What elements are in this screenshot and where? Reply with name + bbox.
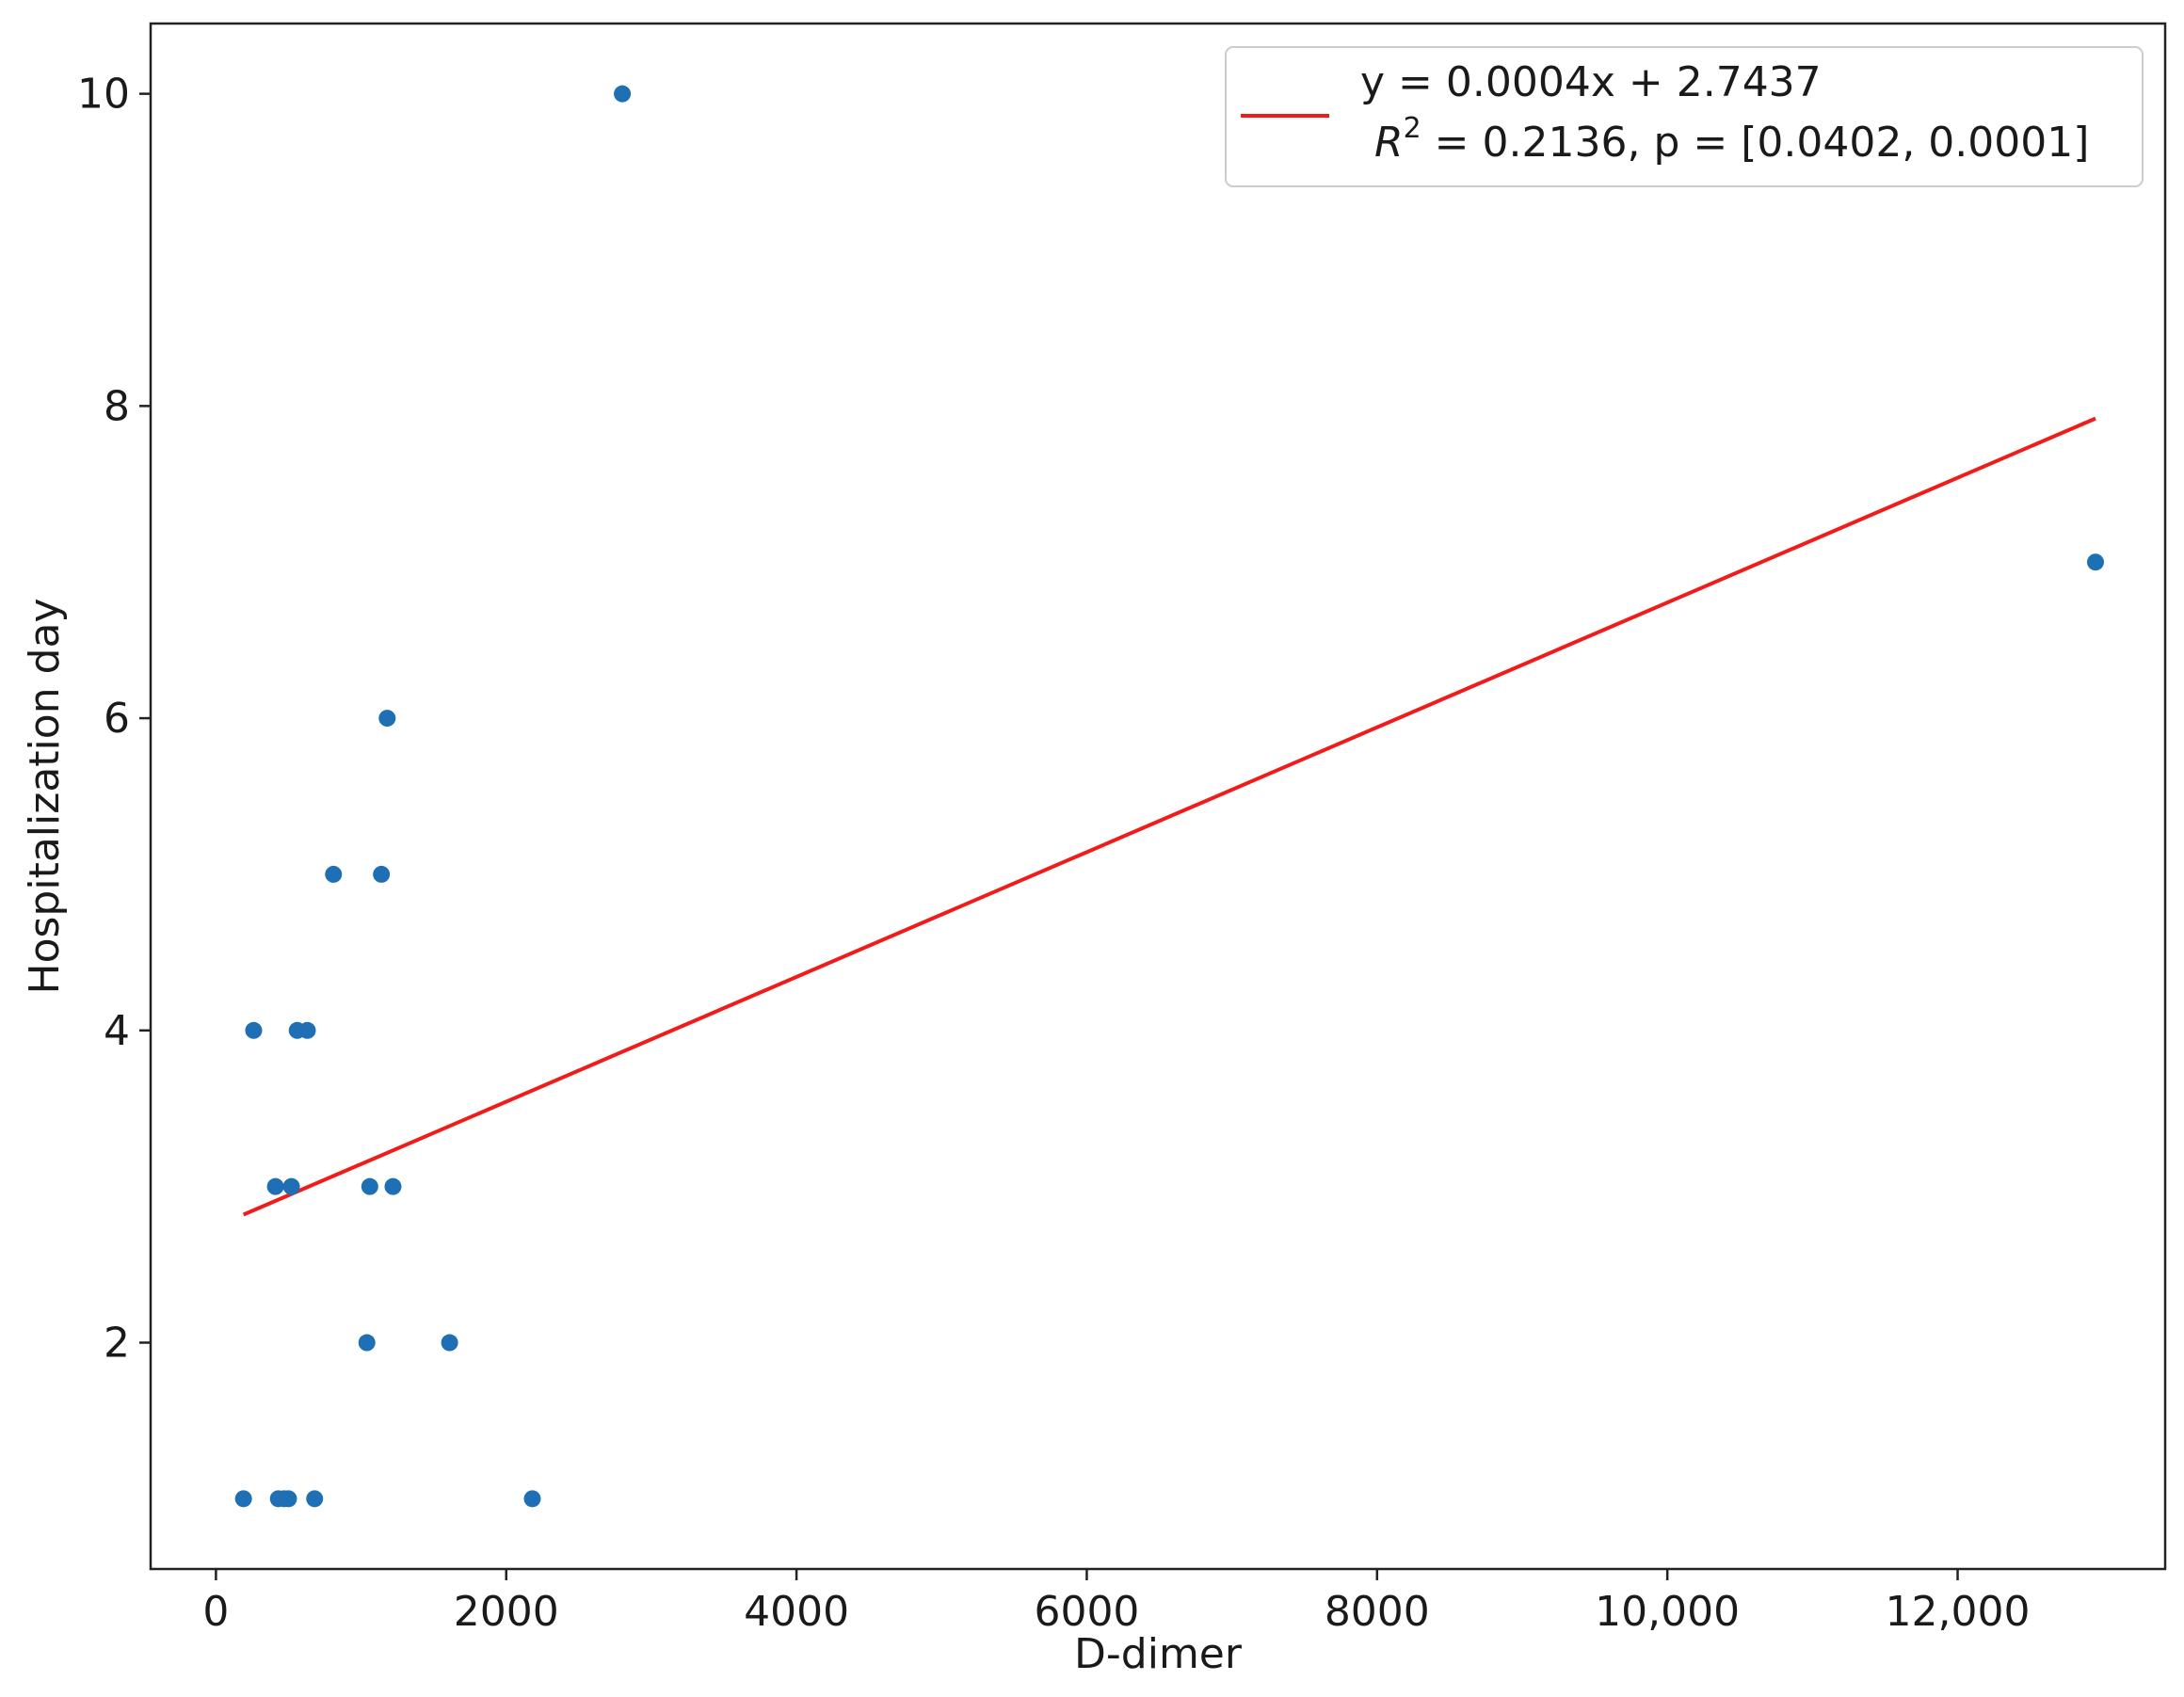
x-axis-label: D-dimer: [1074, 1630, 1243, 1678]
scatter-point: [245, 1021, 263, 1039]
scatter-point: [266, 1177, 284, 1195]
plot-frame: [149, 22, 2167, 1571]
regression-line: [242, 416, 2096, 1217]
legend: y = 0.0004x + 2.7437 R2 = 0.2136, p = [0…: [1225, 46, 2144, 187]
y-axis-label: Hospitalization day: [21, 598, 69, 994]
legend-r-symbol: R: [1374, 119, 1404, 167]
scatter-point: [325, 865, 343, 883]
x-tick-label: 2000: [454, 1588, 559, 1636]
y-tick-label: 2: [104, 1320, 130, 1368]
x-tick-label: 6000: [1034, 1588, 1139, 1636]
y-tick-label: 4: [104, 1007, 130, 1055]
x-tick-label: 8000: [1325, 1588, 1430, 1636]
point-layer: [234, 85, 2104, 1508]
legend-stats-rest: = 0.2136, p = [0.0402, 0.0001]: [1421, 119, 2090, 167]
x-tick-label: 4000: [744, 1588, 849, 1636]
scatter-point: [614, 85, 632, 103]
scatter-point: [306, 1490, 324, 1508]
scatter-point: [373, 865, 391, 883]
legend-box: [1225, 46, 2144, 187]
scatter-point: [384, 1177, 402, 1195]
x-tick-label: 0: [202, 1588, 229, 1636]
x-tick-label: 10,000: [1595, 1588, 1740, 1636]
y-tick-label: 6: [104, 695, 130, 743]
y-tick-label: 8: [104, 382, 130, 430]
scatter-point: [361, 1177, 378, 1195]
scatter-point: [378, 710, 396, 728]
legend-stats: R2 = 0.2136, p = [0.0402, 0.0001]: [1374, 112, 2089, 167]
scatter-point: [358, 1334, 376, 1352]
scatter-point: [234, 1490, 252, 1508]
scatter-point: [280, 1490, 297, 1508]
scatter-point: [298, 1021, 316, 1039]
scatter-point: [441, 1334, 458, 1352]
y-tick-label: 10: [77, 71, 130, 119]
x-axis-ticks: 0 2000 4000 6000 8000 10,000 12,000: [202, 1569, 2031, 1636]
line-layer: [242, 416, 2096, 1217]
scatter-point: [523, 1490, 541, 1508]
scatter-point: [282, 1177, 300, 1195]
scatter-point: [2086, 553, 2104, 571]
legend-equation: y = 0.0004x + 2.7437: [1360, 58, 1822, 106]
x-tick-label: 12,000: [1886, 1588, 2031, 1636]
y-axis-ticks: 2 4 6 8 10: [77, 71, 151, 1368]
legend-r-exponent: 2: [1404, 112, 1421, 145]
